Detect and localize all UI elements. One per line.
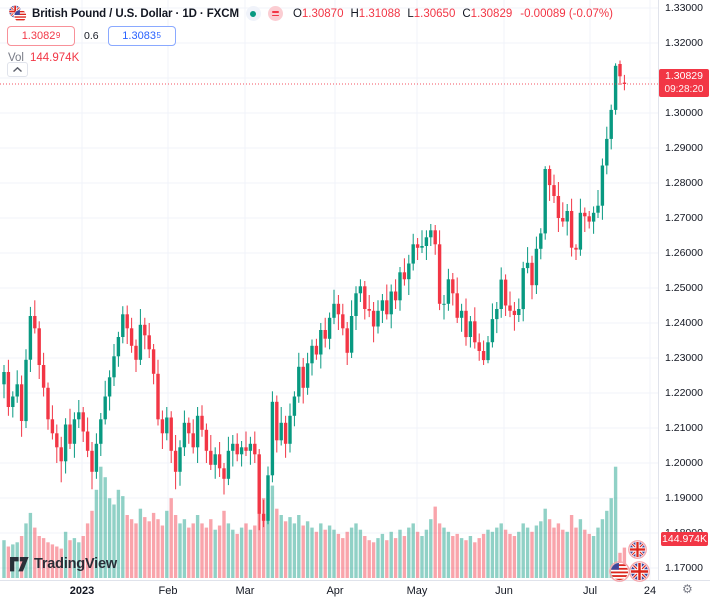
close-label: C xyxy=(462,7,471,20)
last-price-badge: 1.30829 09:28:20 xyxy=(659,69,709,98)
price-axis-label: 1.19000 xyxy=(665,492,703,504)
time-axis-label: Mar xyxy=(235,585,255,597)
price-axis-label: 1.23000 xyxy=(665,352,703,364)
price-axis-label: 1.32000 xyxy=(665,37,703,49)
symbol-visibility-toggle[interactable] xyxy=(245,6,261,21)
price-axis-label: 1.21000 xyxy=(665,422,703,434)
time-axis-label: Jun xyxy=(495,585,513,597)
low-label: L xyxy=(407,7,414,20)
buy-button[interactable]: 1.3083 5 xyxy=(107,26,176,46)
time-axis-label: Apr xyxy=(326,585,344,597)
sell-price: 1.3082 xyxy=(21,30,56,42)
open-label: O xyxy=(292,7,302,20)
price-axis-label: 1.17000 xyxy=(665,562,703,574)
price-axis-label: 1.30000 xyxy=(665,107,703,119)
tradingview-logo[interactable]: TradingView xyxy=(10,556,117,572)
price-axis-label: 1.22000 xyxy=(665,387,703,399)
event-flag-icon-gb-2[interactable] xyxy=(629,561,650,582)
price-axis-label: 1.29000 xyxy=(665,142,703,154)
sell-button[interactable]: 1.3082 9 xyxy=(7,26,75,46)
time-axis-separator xyxy=(0,580,710,581)
time-axis-label: Jul xyxy=(582,585,598,597)
time-axis-label: 24 xyxy=(643,585,657,597)
status-dot-icon xyxy=(250,10,257,17)
vol-label: Vol xyxy=(8,52,24,64)
axis-settings-gear-icon[interactable]: ⚙ xyxy=(682,582,693,596)
high-label: H xyxy=(350,7,359,20)
change-value: -0.00089 (-0.07%) xyxy=(520,7,613,20)
chart-legend: British Pound / U.S. Dollar · 1D · FXCM … xyxy=(8,4,613,23)
time-axis-label: May xyxy=(406,585,428,597)
price-axis-label: 1.20000 xyxy=(665,457,703,469)
event-flag-icon-us[interactable] xyxy=(609,561,630,582)
tradingview-logo-text: TradingView xyxy=(34,556,117,572)
symbol-title[interactable]: British Pound / U.S. Dollar · 1D · FXCM xyxy=(32,7,239,20)
menu-bar-icon xyxy=(271,14,279,17)
collapse-legend-button[interactable] xyxy=(7,62,28,77)
time-axis-label: 2023 xyxy=(69,585,95,597)
bar-countdown: 09:28:20 xyxy=(664,84,704,96)
vol-value: 144.974K xyxy=(30,52,80,64)
gbpusd-pair-flag-icon xyxy=(9,5,27,23)
menu-bar-icon xyxy=(271,10,279,13)
price-axis-label: 1.26000 xyxy=(665,247,703,259)
high-value: 1.31088 xyxy=(358,7,401,20)
price-axis-label: 1.28000 xyxy=(665,177,703,189)
symbol-menu-button[interactable] xyxy=(267,6,283,21)
tradingview-mark-icon xyxy=(10,556,29,571)
quote-panel: 1.3082 9 0.6 1.3083 5 xyxy=(7,26,176,46)
price-axis-label: 1.33000 xyxy=(665,2,703,14)
buy-price: 1.3083 xyxy=(122,30,156,42)
price-axis-label: 1.24000 xyxy=(665,317,703,329)
price-axis-label: 1.25000 xyxy=(665,282,703,294)
last-price-value: 1.30829 xyxy=(665,70,703,83)
chevron-up-icon xyxy=(13,67,22,72)
volume-readout: Vol 144.974K xyxy=(8,52,79,64)
ohlc-readout: O1.30870 H1.31088 L1.30650 C1.30829 -0.0… xyxy=(293,8,613,20)
low-value: 1.30650 xyxy=(413,7,456,20)
spread-value: 0.6 xyxy=(84,30,99,42)
price-axis-separator xyxy=(658,0,659,580)
event-flag-icon-gb[interactable] xyxy=(628,540,647,559)
time-axis-label: Feb xyxy=(158,585,178,597)
price-axis-label: 1.27000 xyxy=(665,212,703,224)
open-value: 1.30870 xyxy=(301,7,344,20)
close-value: 1.30829 xyxy=(470,7,513,20)
volume-axis-badge: 144.974K xyxy=(661,531,708,546)
